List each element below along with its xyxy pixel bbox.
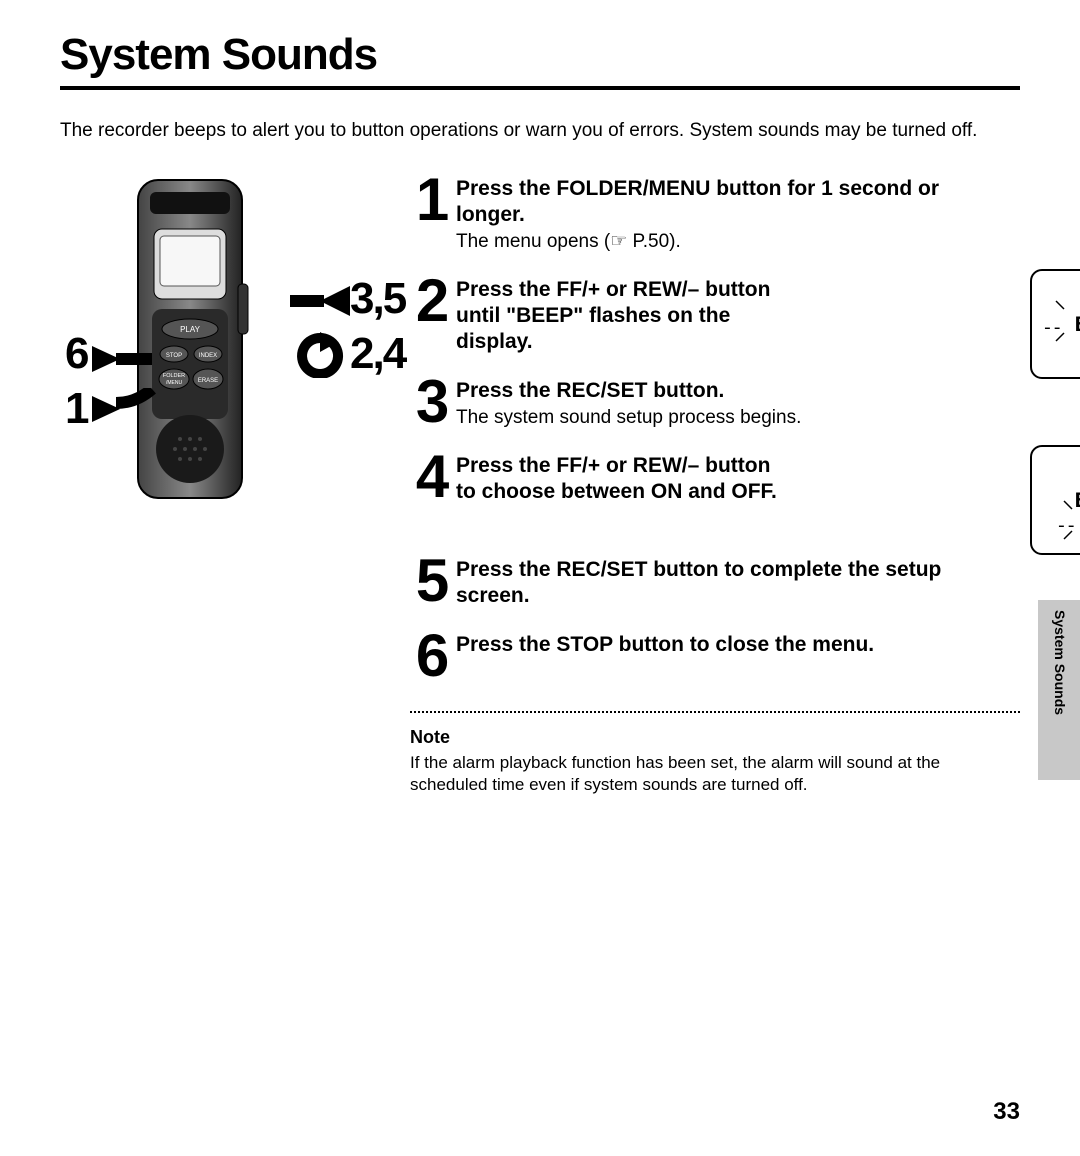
arrow-6-icon [92,346,152,372]
erase-label: ERASE [198,378,218,384]
callout-24: 2,4 [350,329,405,379]
step-head-3: Press the REC/SET button. [456,378,1010,404]
lcd-display-1: -- -- BEEP ON [1030,269,1080,379]
note-body: If the alarm playback function has been … [410,752,1020,796]
recorder-icon: PLAY STOP INDEX FOLDER /MENU ERASE [110,174,280,504]
page-number: 33 [993,1098,1020,1126]
step-head-6: Press the STOP button to close the menu. [456,632,1010,658]
step-num-6: 6 [410,630,452,681]
step-num-5: 5 [410,555,452,606]
callout-6: 6 [65,329,87,379]
step-head-4: Press the FF/+ or REW/– button to choose… [456,453,796,506]
callout-35: 3,5 [350,274,405,324]
dotted-divider [410,711,1020,713]
intro-text: The recorder beeps to alert you to butto… [60,118,1020,144]
step-head-1: Press the FOLDER/MENU button for 1 secon… [456,176,1010,229]
note-heading: Note [410,727,1020,748]
lcd2-line1: BEEP [1032,489,1080,514]
step-4: 4 Press the FF/+ or REW/– button to choo… [410,451,1020,506]
side-label: System Sounds [1052,610,1068,715]
title-rule [60,86,1020,90]
device-illustration: PLAY STOP INDEX FOLDER /MENU ERASE 3,5 2… [60,174,400,514]
step-6: 6 Press the STOP button to close the men… [410,630,1020,681]
step-head-5: Press the REC/SET button to complete the… [456,557,1010,610]
menu-label: /MENU [166,380,183,386]
folder-label: FOLDER [163,373,185,379]
steps-column: 1 Press the FOLDER/MENU button for 1 sec… [400,174,1020,796]
step-num-3: 3 [410,376,452,427]
arrow-1-icon [92,388,162,422]
step-head-2: Press the FF/+ or REW/– button until "BE… [456,277,776,356]
arrow-24-icon [290,332,350,378]
arrow-35-icon [290,286,350,316]
stop-label: STOP [166,353,182,359]
step-num-1: 1 [410,174,452,225]
index-label: INDEX [199,353,217,359]
step-num-2: 2 [410,275,452,326]
callout-1: 1 [65,384,87,434]
lcd-display-2: BEEP -- -- ON [1030,445,1080,555]
page-title: System Sounds [60,30,1020,80]
lcd1-line1: BEEP [1032,313,1080,338]
step-1: 1 Press the FOLDER/MENU button for 1 sec… [410,174,1020,255]
step-2: 2 Press the FF/+ or REW/– button until "… [410,275,1020,356]
main-row: PLAY STOP INDEX FOLDER /MENU ERASE 3,5 2… [60,174,1020,796]
play-label: PLAY [180,325,201,334]
step-3: 3 Press the REC/SET button. The system s… [410,376,1020,431]
lcd2-line2: ON [1032,513,1080,536]
step-num-4: 4 [410,451,452,502]
step-sub-1: The menu opens (☞ P.50). [456,230,1010,255]
step-5: 5 Press the REC/SET button to complete t… [410,555,1020,610]
lcd1-line2: ON [1032,337,1080,360]
step-sub-3: The system sound setup process begins. [456,406,1010,431]
